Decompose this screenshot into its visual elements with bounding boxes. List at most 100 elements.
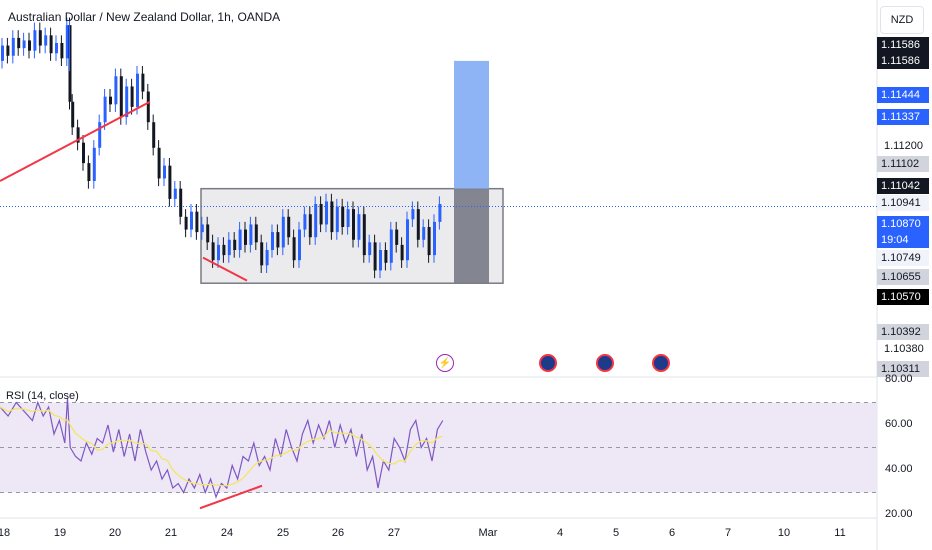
candle	[33, 30, 37, 51]
candle	[325, 201, 328, 225]
candle	[265, 250, 269, 266]
rsi-divergence-trendline	[199, 484, 263, 510]
candle	[406, 219, 409, 261]
time-tick: 4	[556, 527, 564, 539]
news-event-icon[interactable]	[596, 354, 614, 372]
candle	[6, 45, 10, 56]
candle	[28, 40, 31, 51]
candle	[200, 224, 204, 233]
price-label: 1.10870	[877, 216, 929, 232]
candle	[87, 163, 91, 181]
candle	[71, 101, 75, 128]
time-tick: 20	[108, 527, 122, 539]
candle	[76, 127, 80, 143]
time-tick: 10	[777, 527, 791, 539]
rsi-tick: 20.00	[885, 508, 913, 520]
price-label: 1.10655	[877, 269, 929, 285]
time-tick: 21	[164, 527, 178, 539]
candle	[103, 96, 107, 123]
candle	[227, 239, 231, 256]
price-label: 1.11586	[877, 53, 929, 69]
candle	[60, 43, 64, 59]
candle	[38, 30, 42, 46]
candle	[163, 165, 166, 179]
time-tick: 27	[387, 527, 401, 539]
candle	[55, 43, 58, 54]
candle	[130, 86, 134, 107]
earnings-event-icon[interactable]: ⚡	[436, 354, 454, 372]
candle	[22, 40, 26, 49]
candle	[254, 224, 258, 243]
price-label: 1.11444	[877, 87, 929, 103]
news-event-icon[interactable]	[539, 354, 557, 372]
candle	[249, 224, 253, 245]
candle	[152, 122, 156, 148]
price-label: 1.10392	[877, 324, 929, 340]
time-tick: 24	[220, 527, 234, 539]
candle	[217, 244, 220, 261]
candle	[335, 206, 339, 233]
currency-button[interactable]: NZD	[880, 6, 924, 34]
stop-zone	[454, 188, 489, 284]
time-tick: 18	[0, 527, 11, 539]
candle	[330, 201, 334, 233]
time-tick: 11	[834, 527, 846, 539]
candle	[244, 229, 247, 245]
candle	[422, 227, 426, 240]
time-tick: 5	[612, 527, 620, 539]
candle	[65, 25, 69, 59]
candle	[433, 221, 436, 256]
target-zone	[454, 60, 489, 189]
chart-title: Australian Dollar / New Zealand Dollar, …	[8, 10, 281, 24]
candle	[362, 214, 366, 256]
candle	[49, 35, 53, 54]
news-event-icon[interactable]	[652, 354, 670, 372]
price-label: 1.10311	[877, 361, 929, 377]
candle	[287, 216, 291, 238]
time-tick: 26	[331, 527, 345, 539]
price-label: 1.11586	[877, 37, 929, 53]
candle	[276, 232, 280, 248]
time-tick: 19	[53, 527, 67, 539]
candle	[271, 232, 274, 250]
price-tick: 1.10380	[884, 343, 924, 355]
candle	[352, 209, 355, 240]
candle	[427, 227, 431, 256]
rsi-legend[interactable]: RSI (14, close)	[6, 390, 79, 402]
candle	[119, 76, 123, 118]
candle	[168, 165, 172, 199]
candle	[400, 244, 404, 261]
candle	[44, 35, 48, 46]
candle	[211, 242, 215, 261]
candle	[125, 86, 129, 118]
price-label: 1.11337	[877, 109, 929, 125]
rsi-tick: 60.00	[885, 418, 913, 430]
candle	[346, 209, 350, 227]
candle	[17, 37, 21, 49]
candle	[298, 229, 301, 261]
candle	[384, 250, 388, 263]
candle	[411, 209, 415, 220]
candle	[109, 96, 112, 105]
rsi-tick: 40.00	[885, 463, 913, 475]
candle	[238, 229, 242, 250]
candle	[179, 188, 183, 217]
candle	[389, 229, 393, 263]
candle	[357, 214, 361, 240]
candle	[82, 142, 85, 164]
candle	[281, 216, 285, 248]
candle	[379, 250, 382, 271]
candle	[114, 76, 118, 105]
candle	[206, 224, 210, 243]
candle	[157, 147, 161, 179]
candle	[98, 122, 102, 148]
candle	[1, 45, 4, 61]
rsi-ma-line	[0, 406, 443, 487]
candle	[395, 229, 399, 245]
candle	[438, 204, 442, 222]
candle	[416, 209, 420, 240]
price-label: 1.11042	[877, 178, 929, 194]
time-tick: 25	[276, 527, 290, 539]
candle	[314, 204, 318, 238]
